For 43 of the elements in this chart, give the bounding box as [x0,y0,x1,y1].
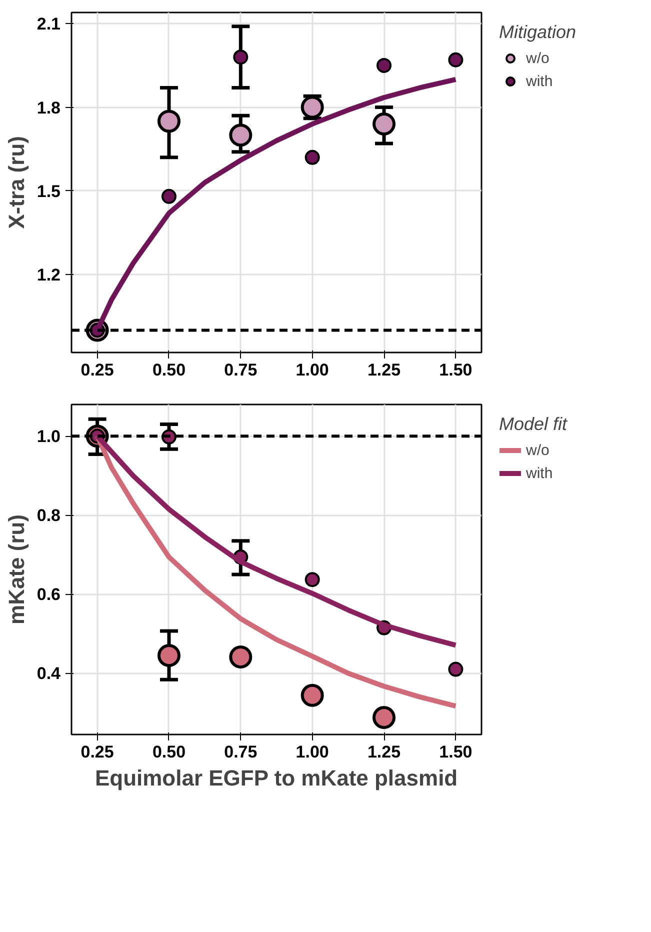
y-axis-title: mKate (ru) [4,514,29,625]
point [157,110,180,133]
y-tick-label: 0.8 [36,506,61,526]
x-axis-title: Equimolar EGFP to mKate plasmid [94,766,458,790]
point [229,124,252,147]
legend-title: Model fit [499,414,568,435]
y-tick-label: 0.4 [36,664,62,684]
legend-label: with [526,72,553,90]
legend-label: w/o [526,442,550,458]
x-tick-label: 0.25 [80,360,114,380]
x-tick-label: 0.50 [152,742,186,762]
x-tick-label: 0.25 [80,742,114,762]
y-tick-label: 2.1 [36,14,61,34]
y-tick-label: 0.6 [36,585,61,604]
point [300,684,324,707]
point [233,50,248,65]
point [448,52,464,68]
x-tick-label: 1.00 [296,360,329,380]
point [229,646,252,669]
x-tick-label: 1.25 [367,360,401,380]
point [304,150,320,165]
x-tick-label: 0.50 [152,360,186,380]
point [157,644,180,667]
y-tick-label: 1.2 [36,265,61,284]
x-tick-label: 1.50 [439,742,472,762]
point [372,112,396,136]
x-tick-label: 1.25 [367,742,401,762]
legend-label: w/o [526,50,550,66]
x-tick-label: 1.00 [296,742,329,762]
x-tick-label: 0.75 [224,360,258,380]
point [448,662,464,677]
x-tick-label: 0.75 [224,742,258,762]
x-tick-label: 1.50 [439,360,472,380]
legend-title: Mitigation [499,22,576,43]
y-tick-label: 1.0 [36,427,61,446]
point [372,706,396,729]
legend-label: with [526,464,553,482]
point [304,572,320,588]
point [376,58,392,73]
y-tick-label: 1.5 [36,182,61,201]
y-axis-title: X-tra (ru) [4,136,29,229]
y-tick-label: 1.8 [36,98,61,118]
point [161,188,176,204]
